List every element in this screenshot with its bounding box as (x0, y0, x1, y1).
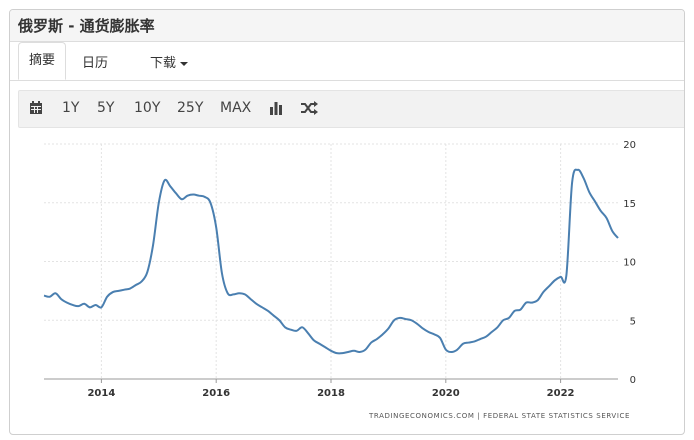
chart-panel: 俄罗斯 - 通货膨胀率 摘要 日历 下载 1Y 5Y 10Y 25Y MAX (9, 9, 685, 435)
y-tick-label: 5 (630, 316, 636, 327)
range-10y-button[interactable]: 10Y (134, 100, 161, 116)
chart-toolbar: 1Y 5Y 10Y 25Y MAX (18, 90, 684, 128)
bar-chart-icon[interactable] (269, 101, 283, 119)
range-25y-button[interactable]: 25Y (177, 100, 204, 116)
tab-summary[interactable]: 摘要 (18, 42, 66, 80)
range-1y-button[interactable]: 1Y (62, 100, 80, 116)
y-tick-label: 0 (630, 375, 636, 386)
y-tick-label: 15 (623, 199, 636, 210)
source-label: TRADINGECONOMICS.COM | FEDERAL STATE STA… (368, 412, 630, 420)
y-tick-label: 20 (623, 140, 636, 151)
page-title: 俄罗斯 - 通货膨胀率 (18, 17, 155, 35)
x-tick-label: 2014 (87, 388, 115, 399)
inflation-chart: 2014 2016 2018 2020 2022 0 5 10 15 20 TRADINGECO… (43, 140, 636, 420)
x-tick-label: 2016 (202, 388, 230, 399)
tab-download[interactable]: 下载 (150, 52, 189, 71)
range-max-button[interactable]: MAX (220, 100, 252, 116)
tab-bar: 摘要 日历 下载 (10, 42, 684, 81)
x-tick-label: 2018 (317, 388, 345, 399)
series-line (43, 168, 619, 355)
panel-header: 俄罗斯 - 通货膨胀率 (10, 10, 684, 42)
caret-down-icon (180, 61, 189, 66)
calendar-icon[interactable] (29, 101, 43, 119)
x-tick-label: 2020 (432, 388, 460, 399)
y-tick-label: 10 (623, 258, 636, 269)
range-5y-button[interactable]: 5Y (97, 100, 115, 116)
tab-calendar[interactable]: 日历 (82, 56, 109, 71)
tab-download-label: 下载 (150, 56, 177, 71)
shuffle-icon[interactable] (301, 101, 318, 119)
x-tick-label: 2022 (547, 388, 575, 399)
